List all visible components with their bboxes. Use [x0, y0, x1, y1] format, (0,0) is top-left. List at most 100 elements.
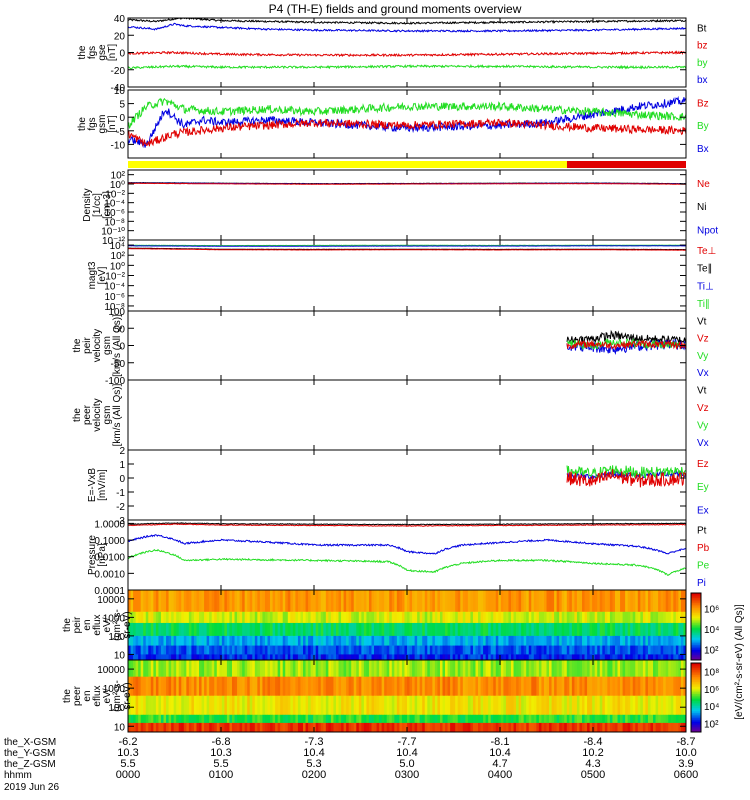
- heatmap-cell: [642, 645, 646, 655]
- heatmap-cell: [614, 635, 618, 646]
- heatmap-cell: [282, 660, 286, 678]
- legend-Vz: Vz: [697, 334, 709, 345]
- heatmap-cell: [485, 660, 489, 678]
- heatmap-cell: [221, 622, 225, 637]
- heatmap-cell: [287, 622, 291, 637]
- heatmap-cell: [414, 590, 418, 613]
- heatmap-cell: [199, 635, 202, 646]
- heatmap-cell: [231, 676, 235, 697]
- colorbar-cell: [691, 681, 701, 685]
- xaxis-value: 5.5: [213, 758, 228, 770]
- heatmap-cell: [343, 722, 347, 733]
- heatmap-cell: [353, 714, 357, 724]
- heatmap-cell: [551, 654, 555, 661]
- heatmap-cell: [597, 611, 601, 624]
- heatmap-cell: [536, 611, 540, 624]
- heatmap-cell: [310, 660, 314, 678]
- heatmap-cell: [193, 660, 197, 678]
- heatmap-cell: [594, 635, 598, 646]
- heatmap-cell: [153, 611, 157, 624]
- heatmap-cell: [569, 722, 573, 733]
- heatmap-cell: [234, 622, 238, 637]
- heatmap-cell: [206, 635, 210, 646]
- heatmap-cell: [338, 590, 342, 613]
- heatmap-cell: [244, 645, 248, 655]
- heatmap-cell: [244, 676, 248, 697]
- ylabel-line: fgs: [87, 117, 98, 130]
- heatmap-cell: [201, 654, 205, 661]
- heatmap-cell: [417, 695, 421, 716]
- heatmap-cell: [663, 654, 667, 661]
- heatmap-cell: [462, 622, 466, 637]
- colorbar-cell: [691, 656, 701, 659]
- heatmap-cell: [171, 714, 175, 724]
- heatmap-cell: [381, 622, 385, 637]
- heatmap-cell: [561, 654, 565, 661]
- heatmap-cell: [391, 676, 395, 697]
- heatmap-cell: [186, 645, 190, 655]
- heatmap-cell: [135, 660, 139, 678]
- heatmap-cell: [155, 722, 159, 733]
- heatmap-cell: [338, 622, 342, 637]
- heatmap-cell: [543, 722, 547, 733]
- heatmap-cell: [640, 590, 644, 613]
- heatmap-cell: [488, 611, 492, 624]
- heatmap-cell: [358, 645, 362, 655]
- heatmap-cell: [333, 714, 337, 724]
- heatmap-cell: [368, 722, 372, 733]
- heatmap-cell: [533, 622, 537, 637]
- series-Pb: [127, 523, 687, 527]
- ytick-label: 10000: [97, 665, 125, 676]
- colorbar-cell: [691, 631, 701, 634]
- heatmap-cell: [513, 622, 517, 637]
- heatmap-cell: [607, 654, 611, 661]
- heatmap-cell: [242, 722, 246, 733]
- heatmap-cell: [594, 645, 598, 655]
- heatmap-cell: [353, 635, 357, 646]
- heatmap-cell: [135, 590, 139, 613]
- heatmap-cell: [602, 611, 606, 624]
- colorbar-cell: [691, 643, 701, 646]
- heatmap-cell: [361, 622, 365, 637]
- heatmap-cell: [371, 611, 375, 624]
- colorbar-cell: [691, 692, 701, 695]
- series-bz: [127, 50, 687, 58]
- heatmap-cell: [442, 645, 446, 655]
- heatmap-cell: [531, 654, 535, 661]
- heatmap-cell: [609, 722, 613, 733]
- heatmap-cell: [483, 714, 487, 724]
- heatmap-cell: [614, 660, 618, 678]
- heatmap-cell: [264, 722, 268, 733]
- colorbar-cell: [691, 680, 701, 683]
- heatmap-cell: [582, 654, 585, 661]
- heatmap-cell: [348, 676, 352, 697]
- heatmap-cell: [680, 654, 684, 661]
- heatmap-cell: [536, 654, 540, 661]
- heatmap-cell: [404, 645, 408, 655]
- heatmap-cell: [538, 590, 542, 613]
- heatmap-cell: [368, 714, 372, 724]
- ylabel-7: E=-VxB [mV/m]: [87, 468, 108, 503]
- heatmap-cell: [150, 611, 154, 624]
- heatmap-cell: [495, 676, 499, 697]
- heatmap-cell: [168, 695, 172, 716]
- heatmap-cell: [368, 645, 372, 655]
- heatmap-cell: [452, 645, 456, 655]
- ylabel-line: en: [82, 690, 93, 701]
- heatmap-cell: [343, 622, 347, 637]
- heatmap-cell: [318, 722, 322, 733]
- heatmap-cell: [538, 676, 542, 697]
- heatmap-cell: [199, 654, 202, 661]
- heatmap-cell: [176, 635, 180, 646]
- heatmap-cell: [475, 654, 479, 661]
- heatmap-cell: [447, 645, 451, 655]
- heatmap-cell: [566, 714, 570, 724]
- heatmap-cell: [211, 676, 215, 697]
- heatmap-cell: [493, 695, 497, 716]
- heatmap-cell: [564, 654, 568, 661]
- heatmap-cell: [333, 722, 337, 733]
- heatmap-cell: [579, 660, 583, 678]
- heatmap-cell: [566, 695, 570, 716]
- heatmap-cell: [538, 695, 542, 716]
- heatmap-cell: [262, 660, 266, 678]
